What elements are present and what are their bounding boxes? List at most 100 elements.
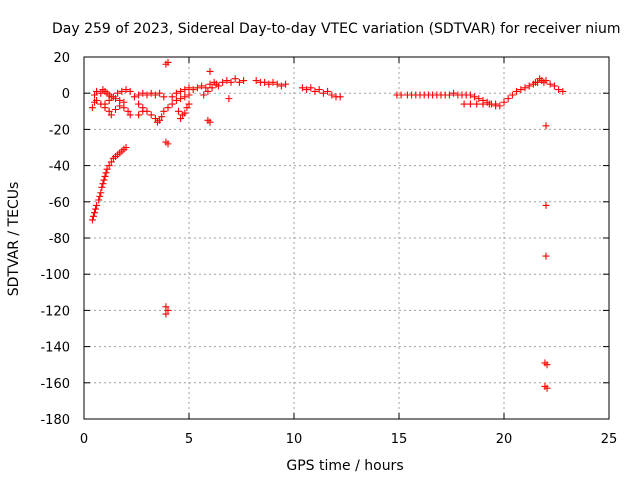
series-night-rise — [500, 75, 567, 106]
data-point — [164, 104, 172, 112]
data-point — [185, 100, 193, 108]
data-point — [445, 91, 453, 99]
series-noon-cluster — [162, 58, 248, 318]
y-tick-label: -20 — [49, 123, 70, 138]
data-point — [162, 303, 170, 311]
data-point — [555, 86, 563, 94]
data-point — [473, 100, 481, 108]
data-point — [164, 306, 172, 314]
data-point — [543, 361, 551, 369]
data-point — [147, 111, 155, 119]
data-point — [135, 100, 143, 108]
data-point — [105, 96, 113, 104]
data-point — [542, 252, 550, 260]
y-tick-labels: 20 0 -20 -40 -60 -80 -100 -120 -140 -160 -180 — [40, 51, 70, 428]
data-point — [135, 91, 143, 99]
data-point — [273, 80, 281, 88]
data-point — [98, 183, 106, 191]
data-point — [225, 95, 233, 103]
data-point — [93, 96, 101, 104]
data-point — [550, 82, 558, 90]
data-point — [532, 78, 539, 86]
data-point — [114, 89, 122, 97]
data-point — [219, 78, 227, 86]
data-point — [513, 87, 521, 95]
data-point — [307, 84, 315, 92]
series-evening-arc — [393, 89, 504, 110]
x-tick-label: 15 — [391, 432, 408, 447]
data-point — [116, 102, 124, 110]
data-point — [88, 216, 96, 224]
data-point — [139, 107, 147, 115]
data-point — [277, 82, 285, 90]
data-point — [543, 384, 551, 392]
data-point — [319, 89, 327, 97]
data-point — [198, 82, 206, 90]
data-point — [147, 89, 155, 97]
data-point — [252, 77, 260, 85]
series-midmorning-cluster — [130, 84, 193, 126]
data-point — [107, 111, 115, 119]
data-point — [172, 96, 180, 104]
data-point — [206, 118, 214, 126]
data-point — [97, 89, 105, 97]
gridlines — [84, 57, 609, 419]
data-point — [151, 91, 159, 99]
data-point — [542, 201, 550, 209]
data-point — [450, 89, 458, 97]
data-point — [101, 172, 109, 180]
y-tick-label: -60 — [49, 196, 70, 211]
chart-title: Day 259 of 2023, Sidereal Day-to-day VTE… — [52, 21, 621, 37]
data-point — [227, 78, 235, 86]
data-point — [91, 209, 98, 217]
data-point — [397, 91, 405, 99]
data-point — [93, 201, 101, 209]
data-point — [223, 77, 231, 85]
data-point — [96, 192, 104, 200]
data-point — [460, 100, 468, 108]
data-point — [500, 98, 508, 106]
data-point — [151, 115, 159, 123]
data-points — [88, 58, 567, 392]
y-axis-label: SDTVAR / TECUs — [6, 182, 22, 297]
data-point — [231, 75, 239, 83]
data-point — [109, 93, 117, 101]
data-point — [97, 189, 105, 197]
data-point — [185, 91, 193, 99]
y-tick-label: 0 — [62, 87, 70, 102]
data-point — [540, 78, 548, 86]
data-point — [315, 86, 323, 94]
data-point — [202, 84, 210, 92]
data-point — [160, 93, 168, 101]
data-point — [485, 100, 493, 108]
x-tick-label: 10 — [286, 432, 303, 447]
data-point — [118, 87, 126, 95]
data-point — [185, 84, 193, 92]
data-point — [181, 109, 189, 117]
data-point — [466, 91, 474, 99]
data-point — [206, 67, 214, 75]
data-point — [200, 91, 208, 99]
data-point — [479, 100, 487, 108]
data-point — [88, 104, 96, 112]
data-point — [172, 89, 180, 97]
data-point — [91, 91, 98, 99]
y-tick-label: -180 — [40, 413, 70, 428]
series-early-cluster — [88, 86, 134, 119]
data-point — [546, 80, 554, 88]
x-tick-label: 0 — [80, 432, 88, 447]
data-point — [175, 107, 182, 115]
data-point — [102, 169, 110, 177]
data-point — [168, 100, 176, 108]
data-point — [235, 78, 243, 86]
data-point — [130, 93, 138, 101]
data-point — [89, 212, 97, 220]
data-point — [139, 89, 147, 97]
data-point — [120, 104, 128, 112]
data-point — [103, 165, 111, 173]
data-point — [105, 162, 113, 170]
data-point — [99, 180, 107, 188]
data-point — [122, 86, 130, 94]
data-point — [158, 113, 166, 121]
